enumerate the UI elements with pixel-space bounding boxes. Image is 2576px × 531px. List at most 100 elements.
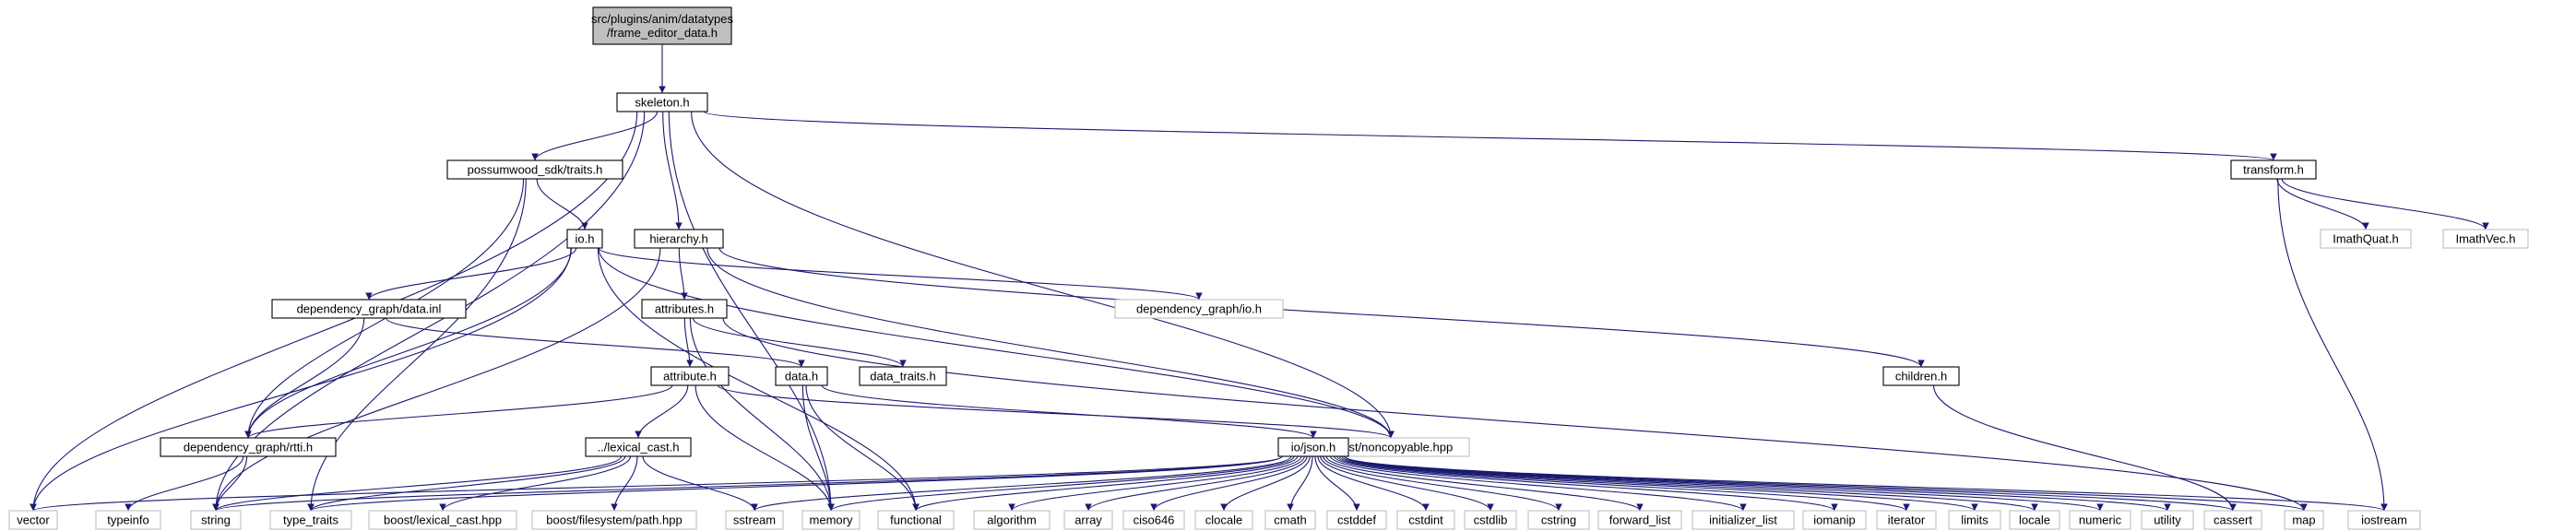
- node-box: [2347, 510, 2421, 530]
- node-box: [2284, 510, 2324, 530]
- edge: [1287, 455, 1313, 512]
- edge: [1932, 384, 2237, 512]
- edge-json-to-limits: [1339, 455, 1978, 512]
- node-transform[interactable]: transform.h: [2230, 159, 2317, 180]
- edge: [212, 247, 661, 512]
- edge-attributes-to-data-traits: [692, 317, 907, 368]
- node-label: sstream: [733, 513, 776, 527]
- node-cassert: cassert: [2203, 510, 2262, 530]
- edge-json-to-iostream: [1344, 455, 2388, 512]
- edge: [1320, 455, 1494, 512]
- node-box: [1464, 510, 1517, 530]
- edge-attribute-to-dg-rtti: [244, 384, 673, 439]
- node-initializer-list: initializer_list: [1692, 510, 1795, 530]
- edge-io-h-to-dg-rtti: [244, 247, 572, 439]
- node-label: data_traits.h: [870, 370, 936, 384]
- edge: [30, 455, 1283, 512]
- edge: [718, 247, 1925, 368]
- node-label: cstdlib: [1474, 513, 1508, 527]
- node-box: [1882, 366, 1960, 386]
- node-box: [2230, 159, 2317, 180]
- node-label: io.h: [576, 232, 595, 246]
- node-iomanip: iomanip: [1802, 510, 1867, 530]
- edge-hierarchy-to-attributes: [678, 247, 688, 301]
- node-box: [877, 510, 955, 530]
- edge-json-to-sstream: [751, 455, 1292, 512]
- node-label: /frame_editor_data.h: [607, 26, 718, 40]
- edge-json-to-algorithm: [1008, 455, 1302, 512]
- edge-transform-to-iostream: [2277, 178, 2388, 512]
- edge: [912, 455, 1299, 512]
- edge-json-to-array: [1085, 455, 1305, 512]
- node-box: [2203, 510, 2262, 530]
- edge: [1008, 455, 1302, 512]
- edge: [244, 317, 365, 439]
- edge: [244, 384, 673, 439]
- edge-json-to-ciso646: [1150, 455, 1308, 512]
- node-label: typeinfo: [107, 513, 149, 527]
- node-limits: limits: [1948, 510, 2001, 530]
- node-box: [641, 299, 728, 319]
- node-box: [446, 159, 623, 180]
- edge-attribute-to-memory: [694, 384, 835, 512]
- node-ciso646: ciso646: [1122, 510, 1185, 530]
- node-dg-data-inl[interactable]: dependency_graph/data.inl: [271, 299, 467, 319]
- edge-io-h-to-dg-data-inl: [365, 247, 577, 301]
- node-box: [973, 510, 1051, 530]
- node-box: [368, 510, 517, 530]
- edge: [531, 111, 659, 161]
- node-data-h[interactable]: data.h: [775, 366, 828, 386]
- node-iostream: iostream: [2347, 510, 2421, 530]
- edge: [1341, 455, 2038, 512]
- edge-json-to-iomanip: [1334, 455, 1838, 512]
- node-root[interactable]: src/plugins/anim/datatypes/frame_editor_…: [591, 6, 733, 45]
- node-box: [1114, 299, 1284, 319]
- node-box: [634, 229, 724, 249]
- edge-sdk-traits-to-type-traits: [307, 178, 527, 512]
- node-io-h[interactable]: io.h: [566, 229, 603, 249]
- node-skeleton[interactable]: skeleton.h: [616, 92, 708, 112]
- edge-json-to-string: [212, 455, 1283, 512]
- node-label: possumwood_sdk/traits.h: [468, 163, 603, 177]
- edge: [821, 384, 1317, 439]
- node-sdk-traits[interactable]: possumwood_sdk/traits.h: [446, 159, 623, 180]
- node-label: string: [201, 513, 231, 527]
- edge-attributes-to-map: [722, 317, 2308, 512]
- edge: [703, 111, 2277, 161]
- node-dg-io: dependency_graph/io.h: [1114, 299, 1284, 319]
- node-label: src/plugins/anim/datatypes: [591, 12, 733, 26]
- node-box: [1948, 510, 2001, 530]
- node-label: type_traits: [283, 513, 338, 527]
- node-typeinfo: typeinfo: [95, 510, 161, 530]
- edge-json-to-map: [1344, 455, 2308, 512]
- edge-json-to-cstddef: [1314, 455, 1360, 512]
- node-json[interactable]: io/json.h: [1277, 437, 1349, 457]
- node-box: [1597, 510, 1682, 530]
- node-box: [2069, 510, 2131, 530]
- node-label: hierarchy.h: [649, 232, 707, 246]
- edge: [1325, 455, 1644, 512]
- node-label: data.h: [785, 370, 818, 384]
- node-children[interactable]: children.h: [1882, 366, 1960, 386]
- node-lexical-cast-h[interactable]: ../lexical_cast.h: [585, 437, 692, 457]
- node-data-traits[interactable]: data_traits.h: [859, 366, 947, 386]
- edge-json-to-cstdint: [1317, 455, 1430, 512]
- edge-json-to-forward-list: [1325, 455, 1644, 512]
- node-box: [1326, 510, 1387, 530]
- node-box: [2009, 510, 2060, 530]
- node-map: map: [2284, 510, 2324, 530]
- node-box: [650, 366, 730, 386]
- node-dg-rtti[interactable]: dependency_graph/rtti.h: [160, 437, 337, 457]
- edge: [30, 247, 572, 512]
- edge: [2277, 178, 2388, 512]
- edge-json-to-vector: [30, 455, 1283, 512]
- node-hierarchy[interactable]: hierarchy.h: [634, 229, 724, 249]
- node-box: [585, 437, 692, 457]
- edge: [1085, 455, 1305, 512]
- edge: [598, 247, 1395, 439]
- edge-json-to-clocale: [1220, 455, 1311, 512]
- node-attributes[interactable]: attributes.h: [641, 299, 728, 319]
- node-cstdlib: cstdlib: [1464, 510, 1517, 530]
- node-attribute[interactable]: attribute.h: [650, 366, 730, 386]
- edge-children-to-cassert: [1932, 384, 2237, 512]
